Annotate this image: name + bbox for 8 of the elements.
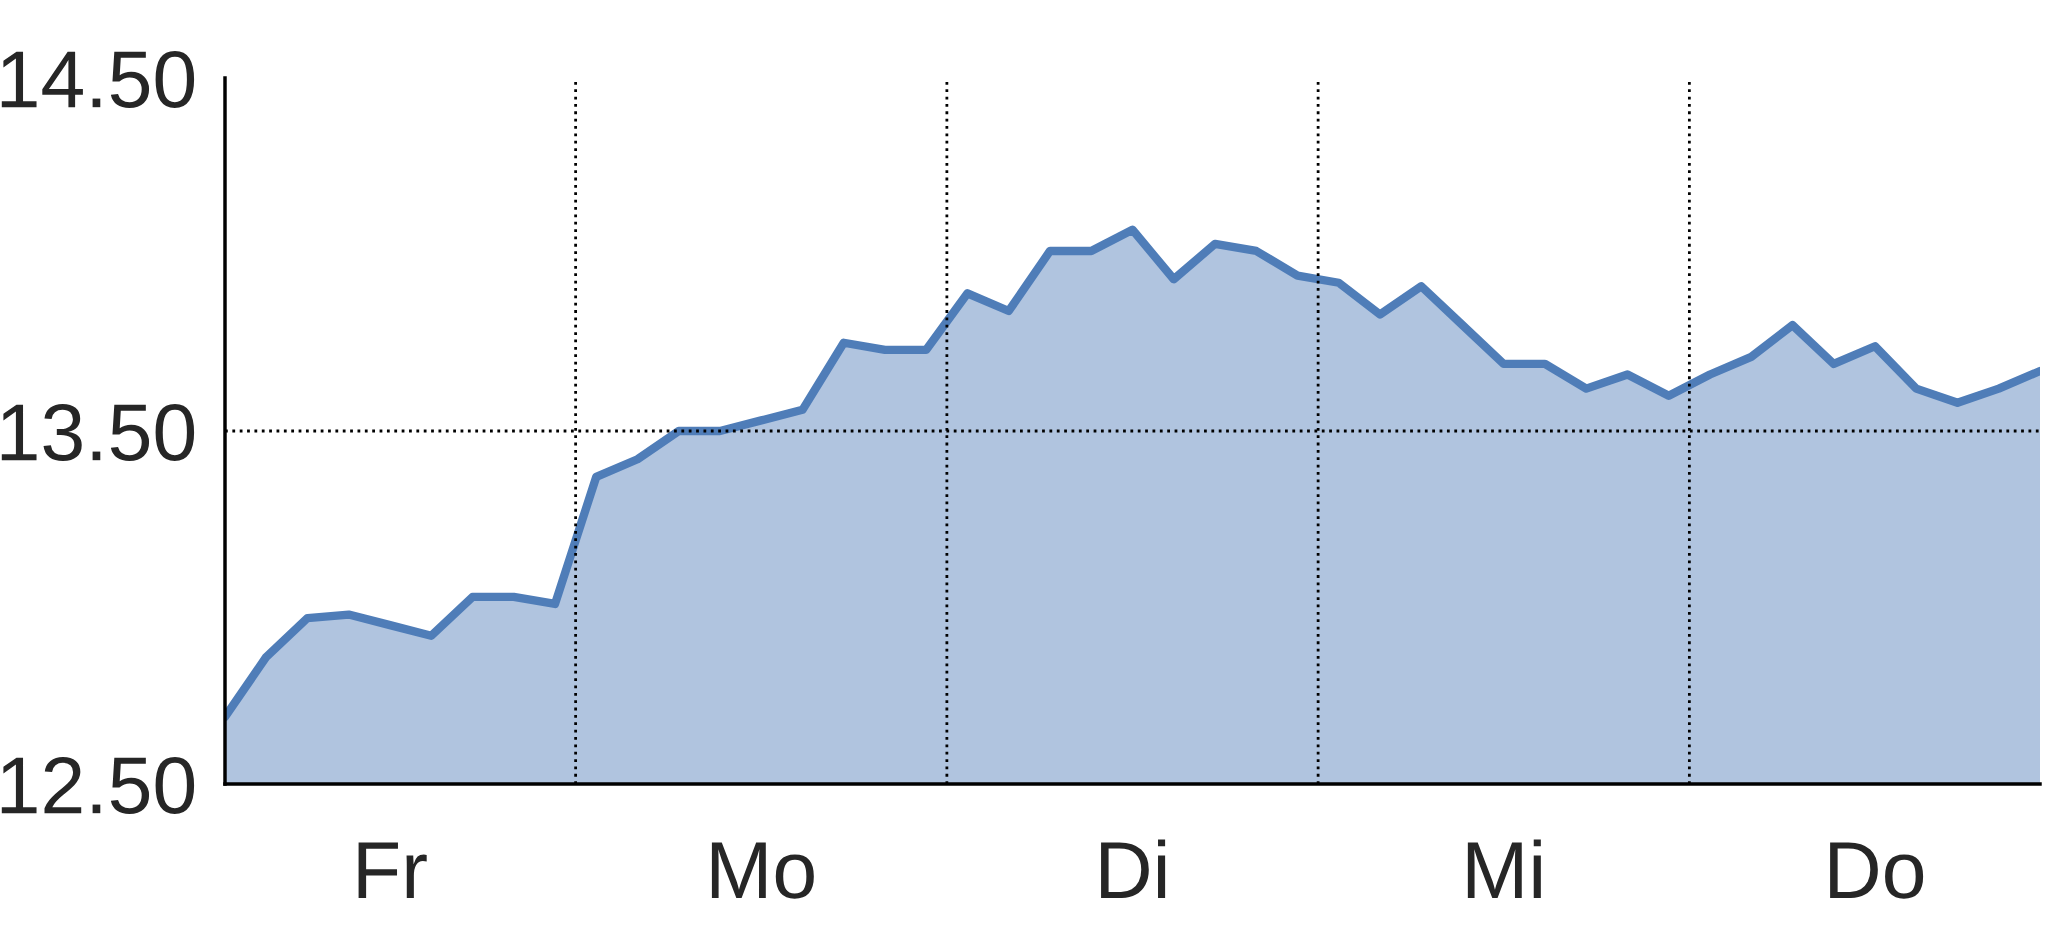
y-tick-label: 13.50 [1,403,195,461]
x-tick-label: Mi [1467,839,1541,898]
x-tick-label: Mo [711,842,814,899]
x-tick-label: Do [1830,842,1924,899]
y-tick-label: 14.50 [1,50,195,108]
x-tick-label: Di [1101,839,1166,898]
x-tick-label: Fr [358,842,427,898]
y-tick-label: 12.50 [1,756,195,814]
